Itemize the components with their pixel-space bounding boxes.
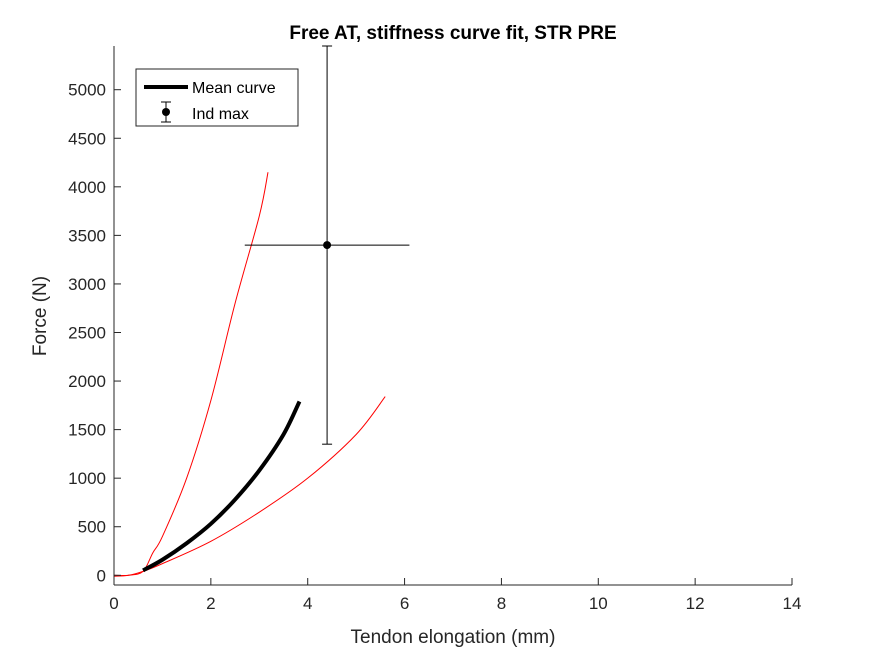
y-axis-label: Force (N) xyxy=(30,276,51,356)
bound-curve-line xyxy=(113,396,386,577)
y-tick-label: 1000 xyxy=(68,469,106,488)
y-tick-label: 3000 xyxy=(68,275,106,294)
y-tick-label: 2500 xyxy=(68,323,106,342)
y-tick-label: 4000 xyxy=(68,178,106,197)
y-tick-label: 0 xyxy=(97,566,106,585)
y-tick-label: 500 xyxy=(78,518,106,537)
x-tick-label: 10 xyxy=(589,594,608,613)
x-tick-label: 2 xyxy=(206,594,215,613)
x-tick-label: 8 xyxy=(497,594,506,613)
y-tick-label: 3500 xyxy=(68,226,106,245)
legend-errorbar-point xyxy=(162,108,170,116)
chart-title: Free AT, stiffness curve fit, STR PRE xyxy=(289,23,616,44)
legend-box xyxy=(135,68,299,127)
y-tick-label: 2000 xyxy=(68,372,106,391)
mean-curve-line xyxy=(142,400,302,573)
y-tick-label: 1500 xyxy=(68,421,106,440)
x-tick-label: 12 xyxy=(686,594,705,613)
x-tick-label: 6 xyxy=(400,594,409,613)
legend-indmax-label: Ind max xyxy=(192,106,249,123)
ind-max-point xyxy=(323,241,332,250)
y-tick-label: 4500 xyxy=(68,129,106,148)
bound-curve-line xyxy=(113,172,269,577)
axes: 0 2 4 6 8 10 12 14 0 500 1000 1500 2000 2500 3000 3500 4… xyxy=(68,46,801,613)
plot-area xyxy=(113,45,410,577)
x-axis-label: Tendon elongation (mm) xyxy=(351,627,556,648)
y-tick-label: 5000 xyxy=(68,81,106,100)
x-tick-label: 4 xyxy=(303,594,312,613)
x-tick-label: 14 xyxy=(783,594,802,613)
legend: Mean curve Ind max xyxy=(135,68,299,127)
legend-mean-label: Mean curve xyxy=(192,80,276,97)
x-tick-label: 0 xyxy=(109,594,118,613)
